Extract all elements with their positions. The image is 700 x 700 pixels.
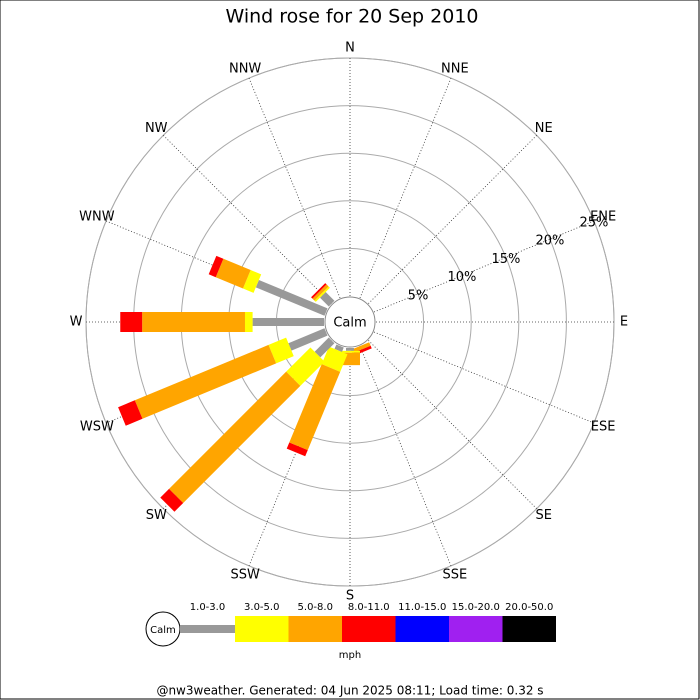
- bar-segment: [160, 488, 184, 512]
- bar-segment: [321, 346, 348, 372]
- bar-segment: [120, 312, 143, 332]
- direction-label: SSW: [230, 568, 260, 583]
- calm-circle: [324, 296, 376, 348]
- bar-segment: [312, 284, 329, 301]
- spoke: [373, 331, 595, 424]
- plot: N NNE NE ENE E ESE SE SSE S SSW SW WSW W WNW NW NNW 5% 10…: [70, 41, 628, 647]
- bar-segment: [311, 283, 327, 299]
- bar-segment: [289, 364, 341, 451]
- spoke: [373, 220, 595, 313]
- bar-segment: [350, 342, 371, 354]
- bars: [118, 255, 372, 512]
- legend-label: 11.0-15.0: [398, 602, 446, 613]
- legend-swatch: [502, 616, 556, 642]
- direction-label: SE: [536, 508, 552, 523]
- ring-label: 10%: [448, 270, 477, 285]
- legend-label: 5.0-8.0: [298, 602, 333, 613]
- legend-swatch: [395, 616, 449, 642]
- legend-swatch: [288, 616, 342, 642]
- direction-label: W: [70, 315, 83, 330]
- bar-segment: [286, 347, 325, 386]
- direction-label: E: [620, 315, 628, 330]
- direction-label: NNE: [441, 61, 469, 76]
- bar-segment: [268, 337, 294, 364]
- legend-label: 1.0-3.0: [190, 602, 225, 613]
- bar-segment: [346, 348, 354, 351]
- bar-segment: [208, 255, 224, 278]
- bar-segment: [215, 258, 251, 289]
- legend-label: 20.0-50.0: [505, 602, 553, 613]
- bar-segment: [288, 328, 328, 351]
- ring-label: 15%: [491, 252, 520, 267]
- unit-label: mph: [339, 650, 361, 661]
- bar-segment: [314, 337, 335, 358]
- direction-label: NW: [145, 121, 168, 136]
- bar-segment: [142, 312, 245, 332]
- bar-segment: [255, 279, 328, 316]
- calm-label: Calm: [333, 316, 366, 331]
- legend-calm-label: Calm: [150, 625, 176, 636]
- legend-swatch: [449, 616, 503, 642]
- ring-label: 20%: [535, 234, 564, 249]
- legend-swatch: [235, 616, 289, 642]
- spoke: [248, 77, 341, 299]
- legend-label: 15.0-20.0: [452, 602, 500, 613]
- direction-label: NE: [535, 121, 553, 136]
- bar-segment: [242, 270, 262, 293]
- spoke: [368, 340, 537, 509]
- direction-label: SW: [146, 508, 167, 523]
- footer: @nw3weather. Generated: 04 Jun 2025 08:1…: [156, 684, 543, 698]
- bar-segment: [334, 344, 344, 352]
- bar-segment: [169, 371, 301, 503]
- spoke: [163, 135, 332, 304]
- bar-segment: [320, 292, 335, 307]
- bar-segment: [134, 344, 277, 419]
- direction-label: N: [345, 41, 355, 56]
- spoke: [359, 77, 452, 299]
- direction-label: SSE: [442, 568, 467, 583]
- bar-segment: [340, 350, 360, 353]
- legend-swatch: [342, 616, 396, 642]
- bar-segment: [244, 312, 253, 332]
- direction-label: ENE: [590, 210, 616, 225]
- direction-label: NNW: [229, 61, 261, 76]
- ring-label: 5%: [408, 288, 429, 303]
- direction-label: S: [346, 589, 354, 604]
- bar-segment: [118, 400, 143, 426]
- bar-segment: [314, 286, 330, 302]
- bar-segment: [286, 442, 308, 457]
- bar-segment: [252, 318, 325, 326]
- legend-label: 8.0-11.0: [348, 602, 390, 613]
- direction-label: WNW: [79, 210, 115, 225]
- legend-label: 3.0-5.0: [244, 602, 279, 613]
- direction-label: ESE: [591, 419, 616, 434]
- spoke: [368, 135, 537, 304]
- direction-label: WSW: [80, 419, 114, 434]
- spoke: [359, 345, 452, 567]
- legend-swatch: [180, 625, 235, 633]
- ring-label: 25%: [579, 215, 608, 230]
- chart-title: Wind rose for 20 Sep 2010: [225, 6, 478, 28]
